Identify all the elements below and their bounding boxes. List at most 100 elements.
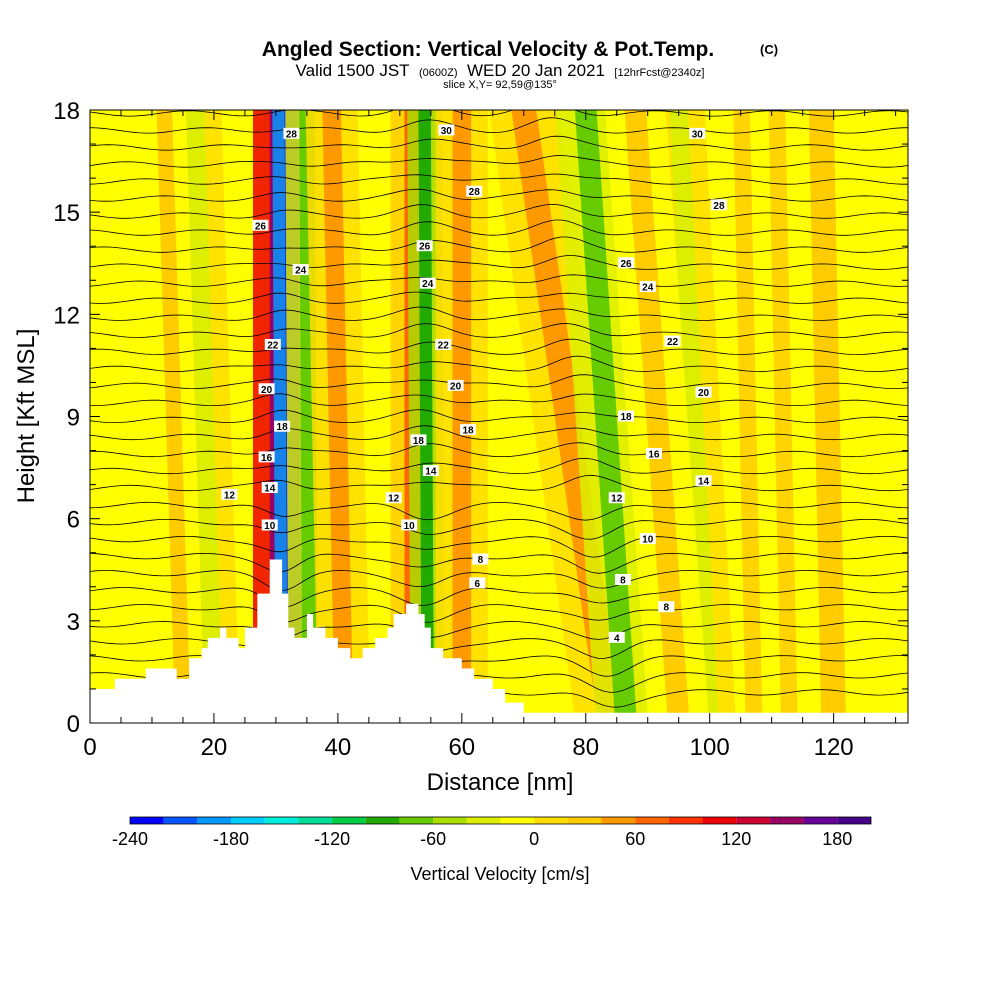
theta-contour-line: [90, 173, 908, 185]
colorbar-tick-label: -120: [314, 829, 350, 849]
chart-subtitle: Valid 1500 JST (0600Z) WED 20 Jan 2021 […: [296, 61, 705, 80]
y-tick-label: 6: [67, 507, 80, 534]
theta-contour-line: [90, 291, 908, 304]
theta-contour-line: [90, 457, 908, 475]
colorbar-segment: [365, 817, 400, 824]
y-axis-label: Height [Kft MSL]: [13, 329, 40, 504]
label-box: [710, 199, 727, 211]
y-tick-label: 15: [53, 200, 80, 227]
label-box: [695, 386, 712, 398]
theta-contour-label-text: 4: [614, 633, 620, 644]
theta-contour-label: 22: [664, 335, 681, 348]
x-tick-label: 120: [814, 734, 854, 761]
theta-contour-label-text: 8: [620, 575, 626, 586]
theta-contour-label-text: 16: [648, 449, 660, 460]
colorbar: [129, 816, 872, 825]
theta-contour-label: 16: [258, 451, 275, 464]
colorbar-tick-label: -240: [112, 829, 148, 849]
theta-contour-label-text: 10: [404, 521, 416, 532]
theta-contour-label-text: 18: [462, 426, 474, 437]
subtitle-valid-time: Valid 1500 JST: [296, 61, 410, 80]
velocity-band: [452, 110, 472, 723]
colorbar-segment: [231, 817, 265, 824]
copyright-mark: (C): [760, 42, 778, 57]
subtitle-forecast: [12hrFcst@2340z]: [614, 67, 704, 79]
theta-contour-label: 26: [416, 240, 433, 253]
theta-contour-label-text: 12: [388, 494, 400, 505]
theta-contour-line: [90, 425, 908, 441]
label-box: [435, 338, 452, 350]
theta-contour-label-text: 10: [264, 521, 276, 532]
colorbar-tick-label: 180: [822, 829, 852, 849]
theta-contour-label-text: 28: [286, 129, 298, 140]
velocity-band: [156, 110, 191, 723]
theta-contour-label-text: 8: [478, 555, 484, 566]
x-axis-label: Distance [nm]: [427, 769, 574, 796]
theta-contour-line: [90, 409, 908, 424]
theta-contour-label-text: 24: [422, 279, 434, 290]
theta-contour-label-text: 24: [642, 283, 654, 294]
label-box: [258, 383, 275, 395]
colorbar-tick-label: -60: [420, 829, 446, 849]
subtitle-utc-time: (0600Z): [419, 67, 458, 79]
theta-contour-label: 14: [422, 464, 439, 477]
velocity-band: [322, 110, 354, 723]
theta-contour-label-text: 12: [224, 490, 236, 501]
theta-contour-line: [90, 587, 908, 608]
colorbar-tick-label: -180: [213, 829, 249, 849]
theta-contour-label: 24: [639, 281, 656, 294]
theta-contour-label-text: 30: [441, 126, 453, 137]
theta-contour-label: 20: [258, 383, 275, 396]
theta-contour-label-text: 14: [425, 466, 437, 477]
theta-contour-line: [90, 306, 908, 321]
theta-contour-line: [90, 374, 908, 390]
velocity-bands: [142, 110, 869, 723]
colorbar-segment: [399, 817, 434, 824]
theta-contour-line: [90, 155, 908, 168]
theta-contour-line: [90, 393, 908, 407]
theta-contour-label-text: 14: [698, 477, 710, 488]
label-box: [689, 127, 706, 139]
colorbar-segment: [433, 817, 467, 824]
theta-contour-label: 30: [689, 127, 706, 140]
theta-contour-label: 28: [466, 185, 483, 198]
theta-contour-label: 18: [274, 420, 291, 433]
label-box: [472, 553, 489, 565]
theta-contour-label: 24: [419, 277, 436, 290]
theta-contour-labels: 28 30 30 28 28 26 26 26 24 24 24 22 22 22 20 20 20 18 18 18…: [221, 124, 727, 644]
y-tick-label: 12: [53, 302, 80, 329]
label-box: [274, 420, 291, 432]
theta-contour-line: [90, 117, 908, 134]
theta-contour-line: [90, 188, 908, 202]
velocity-band: [418, 110, 434, 723]
label-box: [447, 379, 464, 391]
theta-contour-line: [90, 621, 908, 640]
colorbar-segment: [466, 817, 501, 824]
label-box: [466, 185, 483, 197]
velocity-band: [808, 110, 847, 723]
theta-contour-line: [90, 203, 908, 219]
x-tick-label: 80: [572, 734, 599, 761]
theta-contour-label-text: 20: [450, 381, 462, 392]
theta-contour-label-text: 26: [419, 242, 431, 253]
x-tick-label: 40: [325, 734, 352, 761]
theta-contour-label: 10: [639, 533, 656, 546]
colorbar-segment: [298, 817, 333, 824]
theta-contour-label: 18: [410, 434, 427, 447]
label-box: [252, 219, 269, 231]
colorbar-segment: [197, 817, 232, 824]
colorbar-segment: [769, 817, 804, 824]
colorbar-segment: [163, 817, 198, 824]
theta-contour-label: 24: [292, 264, 309, 277]
theta-contour-label-text: 14: [264, 484, 276, 495]
colorbar-tick-label: 120: [721, 829, 751, 849]
theta-contour-line: [90, 442, 908, 458]
velocity-band: [669, 110, 719, 723]
theta-contour-label: 10: [401, 519, 418, 532]
y-axis: 0 3 6 9 12 15 18: [53, 98, 908, 738]
theta-contour-label: 20: [447, 379, 464, 392]
velocity-band: [624, 110, 690, 723]
theta-contour-label: 4: [608, 631, 625, 644]
colorbar-segment: [668, 817, 703, 824]
theta-contour-label-text: 28: [469, 187, 481, 198]
